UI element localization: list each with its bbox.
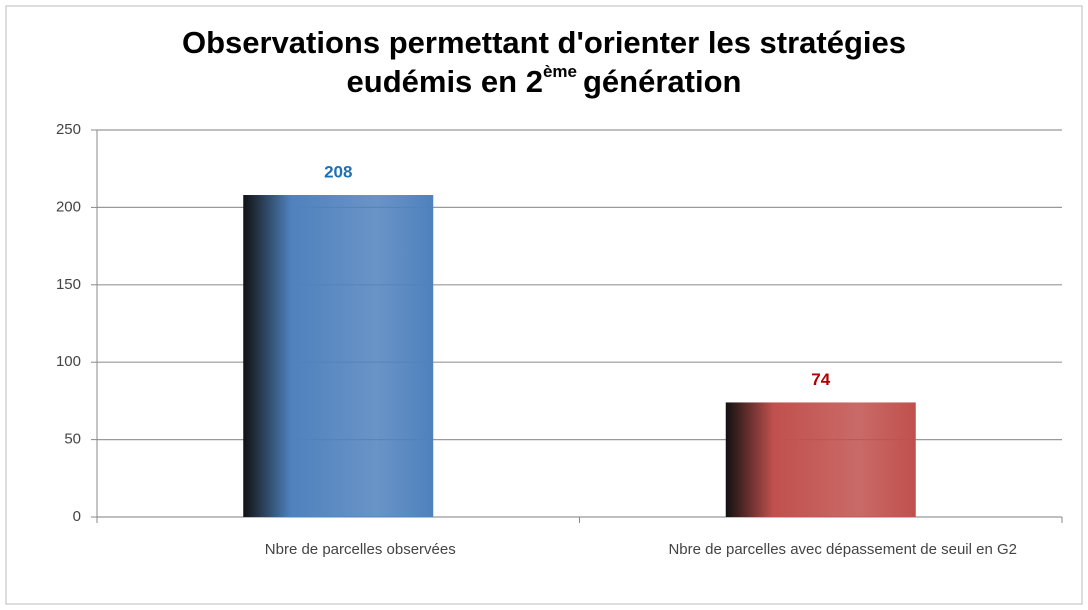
data-label: 74 bbox=[811, 370, 830, 389]
chart-frame bbox=[5, 5, 1083, 605]
x-tick-label: Nbre de parcelles observées bbox=[264, 541, 456, 558]
y-tick-label: 50 bbox=[64, 431, 81, 448]
title-superscript: ème bbox=[543, 62, 577, 81]
y-tick-label: 100 bbox=[56, 353, 81, 370]
x-tick-label: Nbre de parcelles avec dépassement de se… bbox=[668, 541, 1018, 558]
y-tick-label: 200 bbox=[56, 198, 81, 215]
chart-title: Observations permettant d'orienter les s… bbox=[182, 25, 906, 60]
data-label: 208 bbox=[324, 163, 352, 182]
chart-title: eudémis en 2ème génération bbox=[347, 62, 742, 99]
y-tick-label: 250 bbox=[56, 121, 81, 138]
y-tick-label: 0 bbox=[73, 508, 81, 525]
y-tick-label: 150 bbox=[56, 276, 81, 293]
title-part: génération bbox=[583, 64, 741, 99]
title-part: eudémis en 2 bbox=[347, 64, 543, 99]
bar bbox=[725, 402, 916, 517]
bar bbox=[243, 195, 434, 518]
